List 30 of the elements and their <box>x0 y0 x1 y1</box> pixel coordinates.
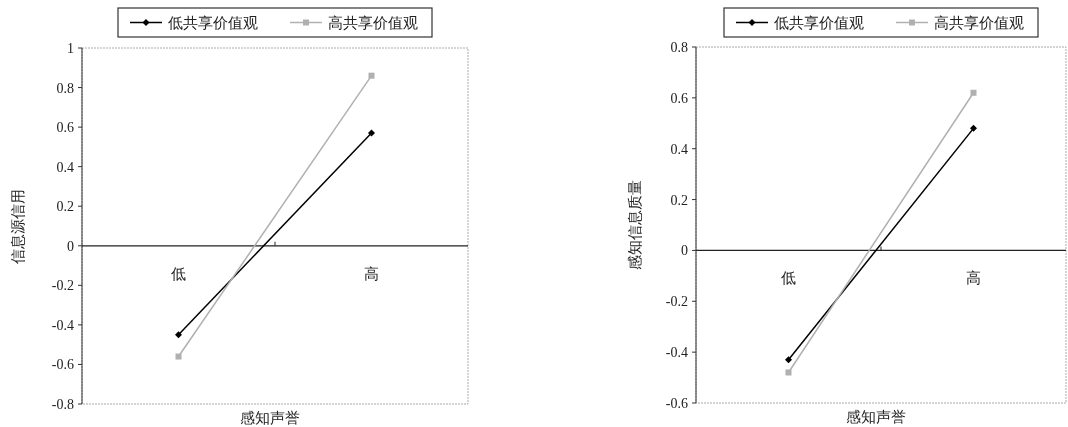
y-tick-label: -0.2 <box>51 278 74 294</box>
y-tick-label: -0.6 <box>665 396 688 411</box>
y-tick-label: 0.8 <box>56 80 74 96</box>
y-axis-title: 信息源信用 <box>10 188 26 264</box>
y-tick-label: 0.4 <box>56 159 74 175</box>
y-tick-label: 0 <box>681 243 688 259</box>
x-tick-label: 高 <box>966 270 981 287</box>
y-tick-label: 0.4 <box>670 141 688 157</box>
y-tick-label: 0.6 <box>56 120 74 136</box>
y-tick-label: -0.6 <box>51 357 74 373</box>
y-tick-label: 0.2 <box>670 192 688 208</box>
x-tick-label: 低 <box>781 270 796 287</box>
y-tick-label: 0.2 <box>56 199 74 215</box>
y-tick-label: -0.4 <box>665 345 688 361</box>
legend-label: 低共享价值观 <box>774 14 864 31</box>
y-tick-label: 1 <box>67 41 74 56</box>
legend-label: 低共享价值观 <box>168 14 258 31</box>
y-axis-title: 感知信息质量 <box>627 180 643 270</box>
y-tick-label: 0.6 <box>670 90 688 106</box>
legend-label: 高共享价值观 <box>328 14 418 31</box>
x-axis-title: 感知声誉 <box>846 409 906 425</box>
x-tick-label: 低 <box>171 265 186 282</box>
legend-label: 高共享价值观 <box>934 14 1024 31</box>
x-axis-title: 感知声誉 <box>240 410 300 426</box>
y-tick-label: -0.2 <box>665 294 688 310</box>
y-tick-label: 0.8 <box>670 40 688 55</box>
y-tick-label: -0.4 <box>51 317 74 333</box>
x-tick-label: 高 <box>364 265 379 282</box>
y-tick-label: -0.8 <box>51 397 74 412</box>
y-tick-label: 0 <box>67 238 74 254</box>
